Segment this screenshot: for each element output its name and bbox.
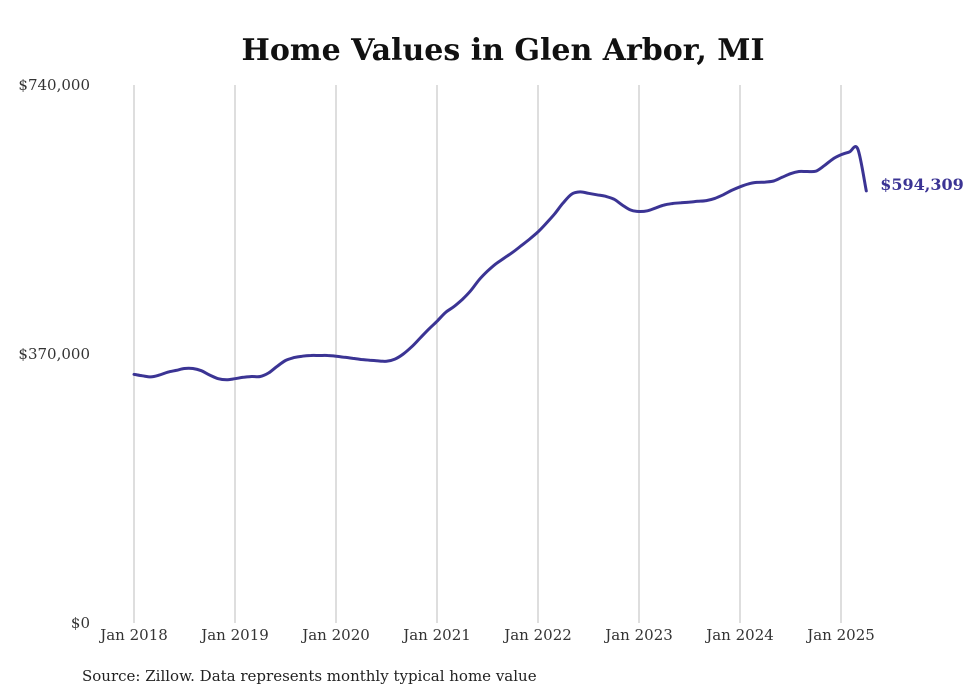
y-axis-ticks: $0 $370,000 $740,000 — [18, 76, 90, 632]
x-tick-label-2024-01: Jan 2024 — [704, 626, 774, 644]
x-tick-label-2021-01: Jan 2021 — [401, 626, 471, 644]
x-tick-label-2025-01: Jan 2025 — [805, 626, 875, 644]
x-axis-ticks: Jan 2018 Jan 2019 Jan 2020 Jan 2021 Jan 2022… — [98, 626, 875, 644]
y-tick-label-370000: $370,000 — [18, 345, 90, 363]
end-value-label: $594,309 — [880, 175, 964, 194]
x-tick-label-2023-01: Jan 2023 — [603, 626, 673, 644]
source-note: Source: Zillow. Data represents monthly … — [82, 667, 537, 685]
x-tick-label-2020-01: Jan 2020 — [300, 626, 370, 644]
y-tick-label-0: $0 — [71, 614, 90, 632]
x-tick-label-2018-01: Jan 2018 — [98, 626, 168, 644]
x-tick-label-2022-01: Jan 2022 — [502, 626, 572, 644]
chart-title: Home Values in Glen Arbor, MI — [241, 33, 764, 68]
gridlines — [133, 85, 842, 623]
x-tick-label-2019-01: Jan 2019 — [199, 626, 269, 644]
y-tick-label-740000: $740,000 — [18, 76, 90, 94]
series-line-home-value — [132, 145, 868, 382]
